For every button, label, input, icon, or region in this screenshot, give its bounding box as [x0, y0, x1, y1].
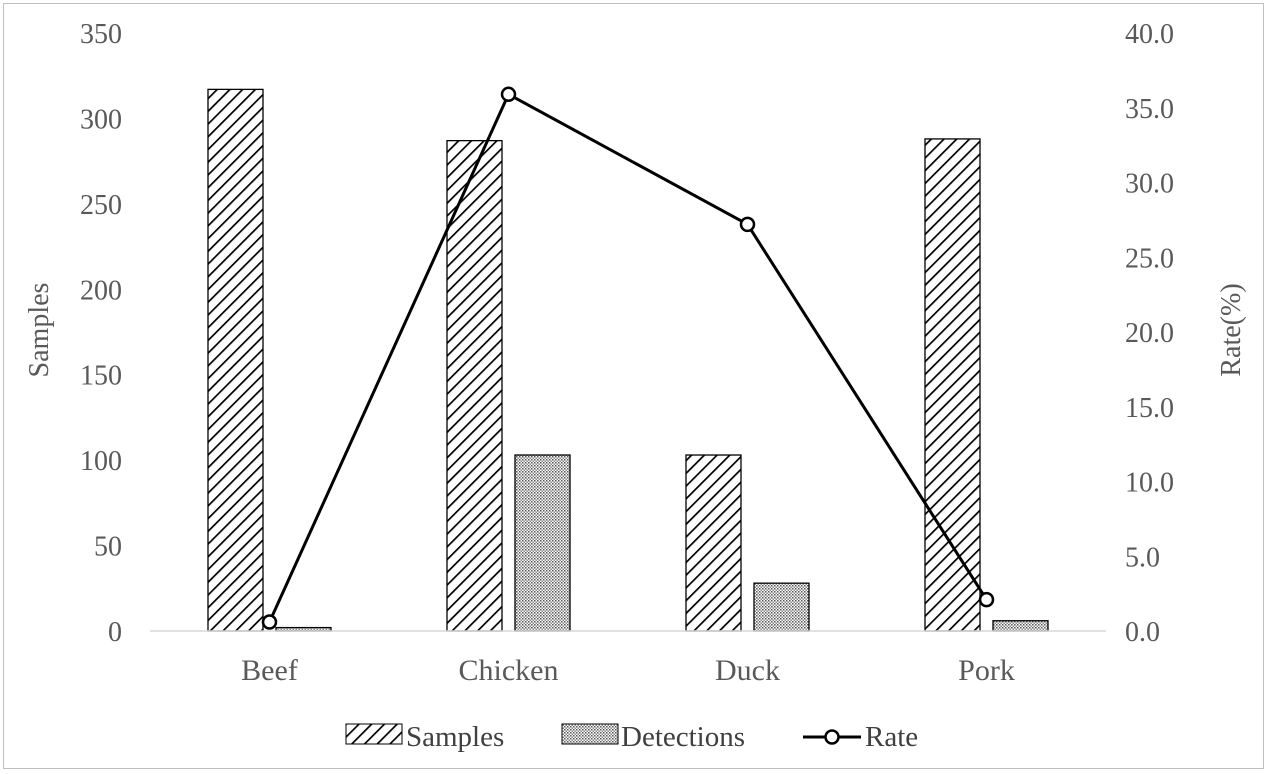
category-label-beef: Beef: [241, 654, 298, 687]
bar-samples-duck: [685, 454, 742, 632]
legend-label-samples: Samples: [406, 721, 504, 753]
legend-marker-rate: [824, 729, 840, 745]
legend-item-detections: Detections: [561, 721, 745, 753]
rate-line-series: [261, 86, 995, 630]
legend-item-rate: Rate: [803, 721, 918, 753]
y2-tick-label: 40.0: [1125, 19, 1174, 50]
legend-label-rate: Rate: [865, 721, 918, 753]
category-label-duck: Duck: [715, 654, 780, 687]
y-tick-label: 0: [108, 617, 122, 648]
y2-axis-title: Rate(%): [1216, 283, 1247, 376]
y-tick-label: 300: [80, 104, 122, 135]
bar-detections-pork: [992, 620, 1049, 632]
y2-tick-label: 15.0: [1125, 393, 1174, 424]
y2-tick-label: 5.0: [1125, 542, 1160, 573]
bar-detections-duck: [753, 582, 810, 632]
category-labels: Beef Chicken Duck Pork: [241, 654, 1015, 687]
y-tick-label: 100: [80, 446, 122, 477]
legend-label-detections: Detections: [621, 721, 745, 753]
y-tick-label: 350: [80, 19, 122, 50]
rate-point-chicken: [500, 86, 517, 103]
category-label-chicken: Chicken: [459, 654, 559, 687]
y2-tick-label: 20.0: [1125, 318, 1174, 349]
rate-point-duck: [739, 216, 756, 233]
bar-samples-chicken: [446, 139, 503, 632]
legend-swatch-samples: [345, 723, 403, 745]
bar-detections-chicken: [514, 454, 571, 632]
legend: Samples Detections Rate: [345, 721, 918, 753]
y2-tick-label: 30.0: [1125, 169, 1174, 200]
y-axis-title: Samples: [24, 283, 55, 378]
y-tick-label: 250: [80, 190, 122, 221]
y-tick-label: 50: [94, 532, 122, 563]
y2-tick-label: 0.0: [1125, 617, 1160, 648]
y2-tick-label: 35.0: [1125, 94, 1174, 125]
bars: [207, 88, 1049, 632]
category-label-pork: Pork: [958, 654, 1015, 687]
y2-tick-label: 25.0: [1125, 243, 1174, 274]
y-tick-label: 200: [80, 275, 122, 306]
bar-samples-beef: [207, 88, 264, 632]
legend-item-samples: Samples: [345, 721, 504, 753]
y-tick-label: 150: [80, 361, 122, 392]
y2-tick-label: 10.0: [1125, 468, 1174, 499]
rate-point-beef: [261, 614, 278, 630]
rate-line: [268, 92, 988, 623]
legend-swatch-detections: [561, 723, 619, 745]
y2-axis-ticks: 0.0 5.0 10.0 15.0 20.0 25.0 30.0 35.0 40.0: [1125, 19, 1174, 648]
bar-samples-pork: [924, 138, 981, 632]
rate-point-pork: [978, 591, 995, 608]
y-axis-ticks: 0 50 100 150 200 250 300 350: [80, 19, 122, 648]
